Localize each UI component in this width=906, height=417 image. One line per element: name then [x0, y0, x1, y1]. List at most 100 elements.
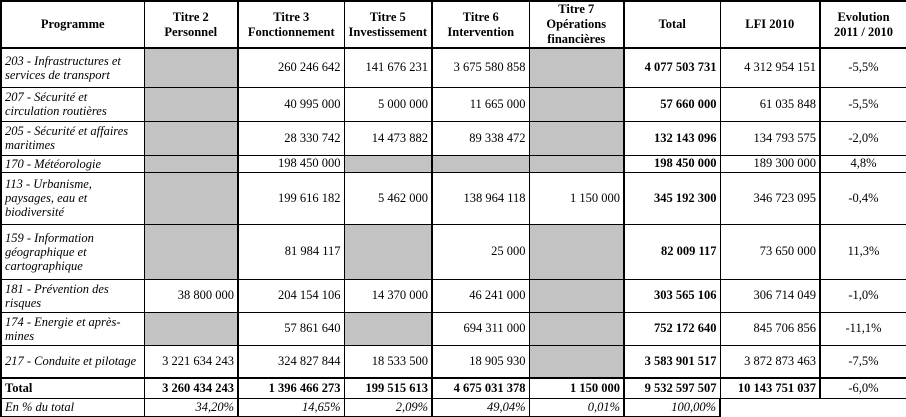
- table-body: 203 - Infrastructures et services de tra…: [0, 47, 906, 417]
- table-row-percent: En % du total 34,20% 14,65% 2,09% 49,04% 0,01…: [0, 397, 906, 417]
- t5-cell: 5 000 000: [343, 86, 433, 122]
- total-cell: 303 565 106: [623, 278, 721, 313]
- total-row-t6-cell: 4 675 031 378: [431, 377, 530, 399]
- percent-row-t3-cell: 14,65%: [237, 397, 345, 417]
- t5-cell: 18 533 500: [343, 344, 433, 379]
- percent-row-empty-lfi-cell: [720, 398, 820, 417]
- t3-cell: 28 330 742: [237, 120, 345, 156]
- t6-cell: 3 675 580 858: [431, 47, 530, 88]
- empty-cell-t5: [343, 311, 433, 346]
- lfi-cell: 61 035 848: [719, 86, 821, 122]
- evolution-cell: -5,5%: [819, 86, 906, 122]
- empty-cell-t7: [528, 311, 625, 346]
- percent-row-t6-cell: 49,04%: [431, 397, 530, 417]
- lfi-cell: 73 650 000: [719, 223, 821, 280]
- percent-row-t7-cell: 0,01%: [528, 397, 625, 417]
- t6-cell: 138 964 118: [431, 171, 530, 225]
- total-row-t3-cell: 1 396 466 273: [237, 377, 345, 399]
- empty-cell-t7: [528, 223, 625, 280]
- t5-cell: 14 473 882: [343, 120, 433, 156]
- evolution-cell: 11,3%: [819, 223, 906, 280]
- total-row-lfi-cell: 10 143 751 037: [719, 377, 821, 399]
- total-row-t7-cell: 1 150 000: [528, 377, 625, 399]
- total-cell: 752 172 640: [623, 311, 721, 346]
- program-label-cell: 205 - Sécurité et affaires maritimes: [0, 120, 145, 156]
- lfi-cell: 845 706 856: [719, 311, 821, 346]
- total-row-t5-cell: 199 515 613: [343, 377, 433, 399]
- percent-row-label-cell: En % du total: [0, 397, 145, 417]
- lfi-cell: 306 714 049: [719, 278, 821, 313]
- evolution-cell: -0,4%: [819, 171, 906, 225]
- total-row-evolution-cell: -6,0%: [819, 377, 906, 399]
- percent-row-empty-evolution-cell: [820, 398, 906, 417]
- t6-cell: 25 000: [431, 223, 530, 280]
- program-label-cell: 207 - Sécurité et circulation routières: [0, 86, 145, 122]
- table-row-program: 170 - Météorologie 198 450 000 198 450 000…: [0, 154, 906, 173]
- total-cell: 4 077 503 731: [623, 47, 721, 88]
- empty-cell-t2: [143, 86, 239, 122]
- empty-cell-t2: [143, 171, 239, 225]
- empty-cell-t7: [528, 278, 625, 313]
- total-cell: 198 450 000: [623, 154, 721, 173]
- empty-cell-t7: [528, 47, 625, 88]
- t6-cell: 46 241 000: [431, 278, 530, 313]
- table-row-program: 205 - Sécurité et affaires maritimes 28 3…: [0, 120, 906, 156]
- t6-cell: 11 665 000: [431, 86, 530, 122]
- table-row-program: 181 - Prévention des risques 38 800 000 20…: [0, 278, 906, 313]
- program-label-cell: 174 - Energie et après-mines: [0, 311, 145, 346]
- column-header-titre5: Titre 5 Investissement: [343, 0, 433, 49]
- percent-row-total-cell: 100,00%: [623, 397, 721, 417]
- total-cell: 132 143 096: [623, 120, 721, 156]
- t2-cell: 3 221 634 243: [143, 344, 239, 379]
- percent-row-t5-cell: 2,09%: [343, 397, 433, 417]
- total-cell: 3 583 901 517: [623, 344, 721, 379]
- program-label-cell: 159 - Information géographique et cartog…: [0, 223, 145, 280]
- t5-cell: 5 462 000: [343, 171, 433, 225]
- empty-cell-t2: [143, 120, 239, 156]
- table-row-program: 217 - Conduite et pilotage 3 221 634 243 3…: [0, 344, 906, 379]
- evolution-cell: -1,0%: [819, 278, 906, 313]
- t6-cell: 18 905 930: [431, 344, 530, 379]
- empty-cell-t6: [431, 154, 530, 173]
- empty-cell-t7: [528, 120, 625, 156]
- program-label-cell: 181 - Prévention des risques: [0, 278, 145, 313]
- program-label-cell: 113 - Urbanisme, paysages, eau et biodiv…: [0, 171, 145, 225]
- t3-cell: 324 827 844: [237, 344, 345, 379]
- t3-cell: 260 246 642: [237, 47, 345, 88]
- t5-cell: 14 370 000: [343, 278, 433, 313]
- program-label-cell: 203 - Infrastructures et services de tra…: [0, 47, 145, 88]
- table-row-program: 159 - Information géographique et cartog…: [0, 223, 906, 280]
- t3-cell: 57 861 640: [237, 311, 345, 346]
- program-label-cell: 170 - Météorologie: [0, 154, 145, 173]
- total-row-total-cell: 9 532 597 507: [623, 377, 721, 399]
- total-cell: 345 192 300: [623, 171, 721, 225]
- total-row-label-cell: Total: [0, 377, 145, 399]
- total-cell: 82 009 117: [623, 223, 721, 280]
- lfi-cell: 4 312 954 151: [719, 47, 821, 88]
- column-header-evolution: Evolution 2011 / 2010: [819, 0, 906, 49]
- lfi-cell: 3 872 873 463: [719, 344, 821, 379]
- t2-cell: 38 800 000: [143, 278, 239, 313]
- program-label-cell: 217 - Conduite et pilotage: [0, 344, 145, 379]
- empty-cell-t7: [528, 344, 625, 379]
- table-header: Programme Titre 2 Personnel Titre 3 Fonc…: [0, 0, 906, 49]
- empty-cell-t2: [143, 223, 239, 280]
- evolution-cell: -7,5%: [819, 344, 906, 379]
- table-row-program: 203 - Infrastructures et services de tra…: [0, 47, 906, 88]
- empty-cell-t5: [343, 223, 433, 280]
- lfi-cell: 134 793 575: [719, 120, 821, 156]
- column-header-titre6: Titre 6 Intervention: [431, 0, 530, 49]
- evolution-cell: -11,1%: [819, 311, 906, 346]
- t5-cell: 141 676 231: [343, 47, 433, 88]
- column-header-titre2: Titre 2 Personnel: [143, 0, 239, 49]
- t3-cell: 199 616 182: [237, 171, 345, 225]
- table-row-total: Total 3 260 434 243 1 396 466 273 199 515 6…: [0, 377, 906, 399]
- column-header-titre3: Titre 3 Fonctionnement: [237, 0, 345, 49]
- t3-cell: 204 154 106: [237, 278, 345, 313]
- column-header-titre7: Titre 7 Opérations financières: [528, 0, 625, 49]
- lfi-cell: 346 723 095: [719, 171, 821, 225]
- table-row-program: 113 - Urbanisme, paysages, eau et biodiv…: [0, 171, 906, 225]
- t6-cell: 694 311 000: [431, 311, 530, 346]
